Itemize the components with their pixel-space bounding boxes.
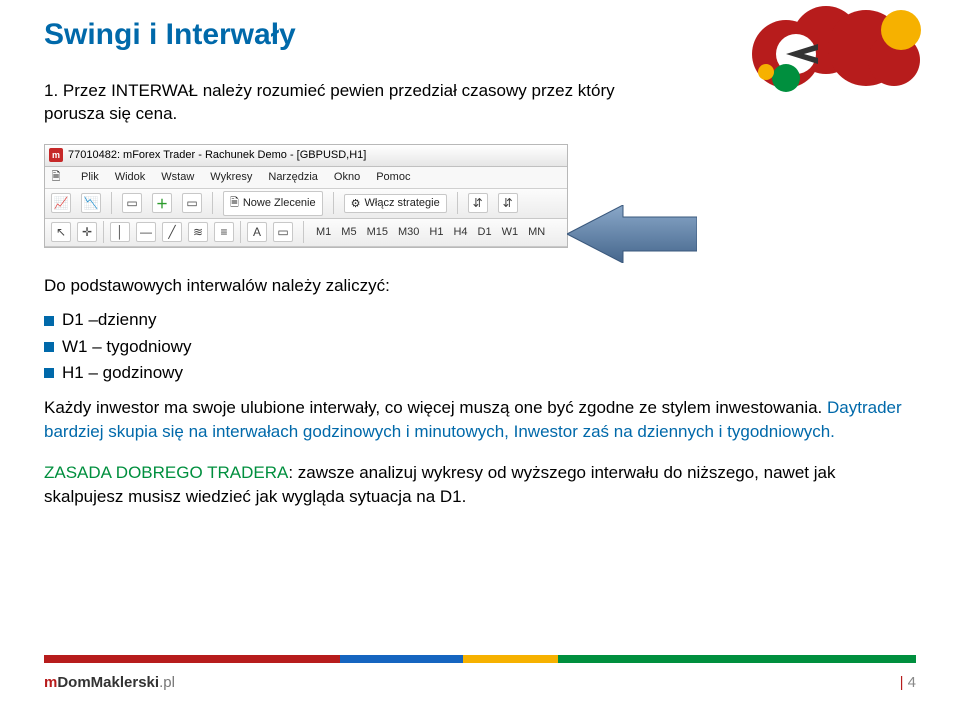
- menu-item[interactable]: Narzędzia: [268, 171, 318, 183]
- misc-icon[interactable]: ⇵: [468, 193, 488, 213]
- file-icon: 🗎: [49, 170, 63, 184]
- menu-item[interactable]: Wykresy: [210, 171, 252, 183]
- hline-icon[interactable]: —: [136, 222, 156, 242]
- tf-button[interactable]: MN: [526, 226, 547, 238]
- tf-button[interactable]: D1: [476, 226, 494, 238]
- arrow-icon: [567, 205, 697, 263]
- menu-item[interactable]: Plik: [81, 171, 99, 183]
- plus-icon[interactable]: ＋: [152, 193, 172, 213]
- list-item: H1 – godzinowy: [44, 360, 916, 386]
- vline-icon[interactable]: │: [110, 222, 130, 242]
- menu-item[interactable]: Pomoc: [376, 171, 410, 183]
- menu-item[interactable]: Widok: [115, 171, 146, 183]
- enable-strategies-button[interactable]: ⚙ Włącz strategie: [344, 194, 447, 213]
- bullet-icon: [44, 342, 54, 352]
- separator: [333, 192, 334, 214]
- separator: [240, 221, 241, 243]
- new-order-button[interactable]: 🗎 Nowe Zlecenie: [223, 191, 323, 216]
- channel-icon[interactable]: ≋: [188, 222, 208, 242]
- intro-paragraph: 1. Przez INTERWAŁ należy rozumieć pewien…: [44, 80, 644, 126]
- menubar[interactable]: 🗎 Plik Widok Wstaw Wykresy Narzędzia Okn…: [45, 167, 567, 189]
- gear-icon: ⚙: [351, 197, 361, 210]
- bullet-icon: [44, 368, 54, 378]
- tf-button[interactable]: M15: [365, 226, 390, 238]
- tf-button[interactable]: M5: [339, 226, 358, 238]
- menu-item[interactable]: Okno: [334, 171, 360, 183]
- separator: [457, 192, 458, 214]
- new-order-label: Nowe Zlecenie: [243, 197, 316, 209]
- footer-stripe: [44, 655, 916, 663]
- doc-icon: 🗎: [230, 194, 239, 213]
- window2-icon[interactable]: ▭: [182, 193, 202, 213]
- chart2-icon[interactable]: 📉: [81, 193, 101, 213]
- tf-button[interactable]: H1: [427, 226, 445, 238]
- rule-label: ZASADA DOBREGO TRADERA: [44, 463, 288, 482]
- misc2-icon[interactable]: ⇵: [498, 193, 518, 213]
- tf-button[interactable]: W1: [500, 226, 521, 238]
- toolbar-row-2: ↖ ✛ │ — ╱ ≋ ≡ A ▭ M1 M5 M15 M30 H1 H4 D1: [45, 219, 567, 247]
- footer-brand: mDomMaklerski.pl: [44, 674, 175, 691]
- interval-list: D1 –dzienny W1 – tygodniowy H1 – godzino…: [44, 307, 916, 386]
- separator: [103, 221, 104, 243]
- separator: [212, 192, 213, 214]
- tf-button[interactable]: M30: [396, 226, 421, 238]
- body-paragraph-1: Każdy inwestor ma swoje ulubione interwa…: [44, 396, 916, 443]
- separator: [303, 221, 304, 243]
- page-number: | 4: [900, 674, 916, 691]
- cursor-icon[interactable]: ↖: [51, 222, 71, 242]
- text-icon[interactable]: A: [247, 222, 267, 242]
- list-item: W1 – tygodniowy: [44, 334, 916, 360]
- separator: [111, 192, 112, 214]
- timeframes: M1 M5 M15 M30 H1 H4 D1 W1 MN: [314, 226, 547, 238]
- cloud-graphic: [726, 4, 926, 96]
- tf-button[interactable]: H4: [451, 226, 469, 238]
- label-icon[interactable]: ▭: [273, 222, 293, 242]
- fib-icon[interactable]: ≡: [214, 222, 234, 242]
- tf-button[interactable]: M1: [314, 226, 333, 238]
- body-paragraph-2: ZASADA DOBREGO TRADERA: zawsze analizuj …: [44, 461, 916, 508]
- titlebar: m 77010482: mForex Trader - Rachunek Dem…: [45, 145, 567, 167]
- window-icon[interactable]: ▭: [122, 193, 142, 213]
- chart-icon[interactable]: 📈: [51, 193, 71, 213]
- bullet-icon: [44, 316, 54, 326]
- list-item: D1 –dzienny: [44, 307, 916, 333]
- trend-icon[interactable]: ╱: [162, 222, 182, 242]
- cross-icon[interactable]: ✛: [77, 222, 97, 242]
- app-icon: m: [49, 148, 63, 162]
- menu-item[interactable]: Wstaw: [161, 171, 194, 183]
- app-screenshot: m 77010482: mForex Trader - Rachunek Dem…: [44, 144, 568, 248]
- drawing-tools: ↖ ✛ │ — ╱ ≋ ≡ A ▭: [51, 221, 293, 243]
- titlebar-text: 77010482: mForex Trader - Rachunek Demo …: [68, 149, 366, 161]
- toolbar-row-1: 📈 📉 ▭ ＋ ▭ 🗎 Nowe Zlecenie ⚙ Włącz strate…: [45, 189, 567, 219]
- enable-strategies-label: Włącz strategie: [365, 197, 440, 209]
- section-2-intro: Do podstawowych interwalów należy zalicz…: [44, 274, 916, 297]
